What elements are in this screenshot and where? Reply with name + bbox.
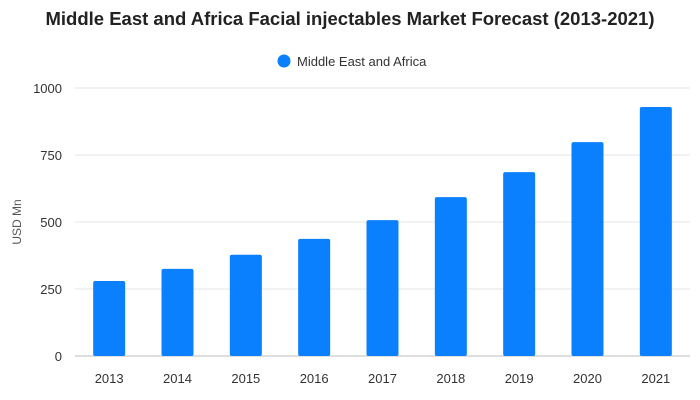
legend-label: Middle East and Africa [297, 54, 427, 69]
x-tick-label: 2013 [95, 371, 124, 386]
y-tick-label: 1000 [33, 81, 62, 96]
legend-marker [277, 54, 291, 68]
x-tick-label: 2020 [573, 371, 602, 386]
x-tick-label: 2015 [231, 371, 260, 386]
bar-2020[interactable] [571, 142, 604, 356]
x-tick-label: 2017 [368, 371, 397, 386]
y-tick-label: 0 [55, 349, 62, 364]
x-tick-label: 2019 [505, 371, 534, 386]
y-tick-label: 500 [40, 215, 62, 230]
y-axis-label: USD Mn [10, 199, 24, 244]
bar-2016[interactable] [298, 238, 331, 356]
y-tick-label: 250 [40, 282, 62, 297]
bar-2014[interactable] [161, 268, 194, 356]
bar-2013[interactable] [93, 280, 126, 356]
bar-2017[interactable] [366, 220, 399, 356]
bar-2019[interactable] [503, 172, 536, 356]
chart-title: Middle East and Africa Facial injectable… [45, 8, 654, 29]
x-axis-ticks: 2013 2014 2015 2016 2017 2018 2019 2020 2021 [95, 371, 671, 386]
legend[interactable]: Middle East and Africa [277, 54, 428, 69]
bar-2021[interactable] [639, 107, 672, 356]
bar-2015[interactable] [229, 254, 262, 356]
y-tick-label: 750 [40, 148, 62, 163]
bars [93, 107, 672, 356]
y-axis-ticks: 0 250 500 750 1000 [33, 81, 62, 364]
x-tick-label: 2021 [641, 371, 670, 386]
x-tick-label: 2014 [163, 371, 192, 386]
x-tick-label: 2016 [300, 371, 329, 386]
bar-2018[interactable] [434, 197, 467, 356]
x-tick-label: 2018 [436, 371, 465, 386]
